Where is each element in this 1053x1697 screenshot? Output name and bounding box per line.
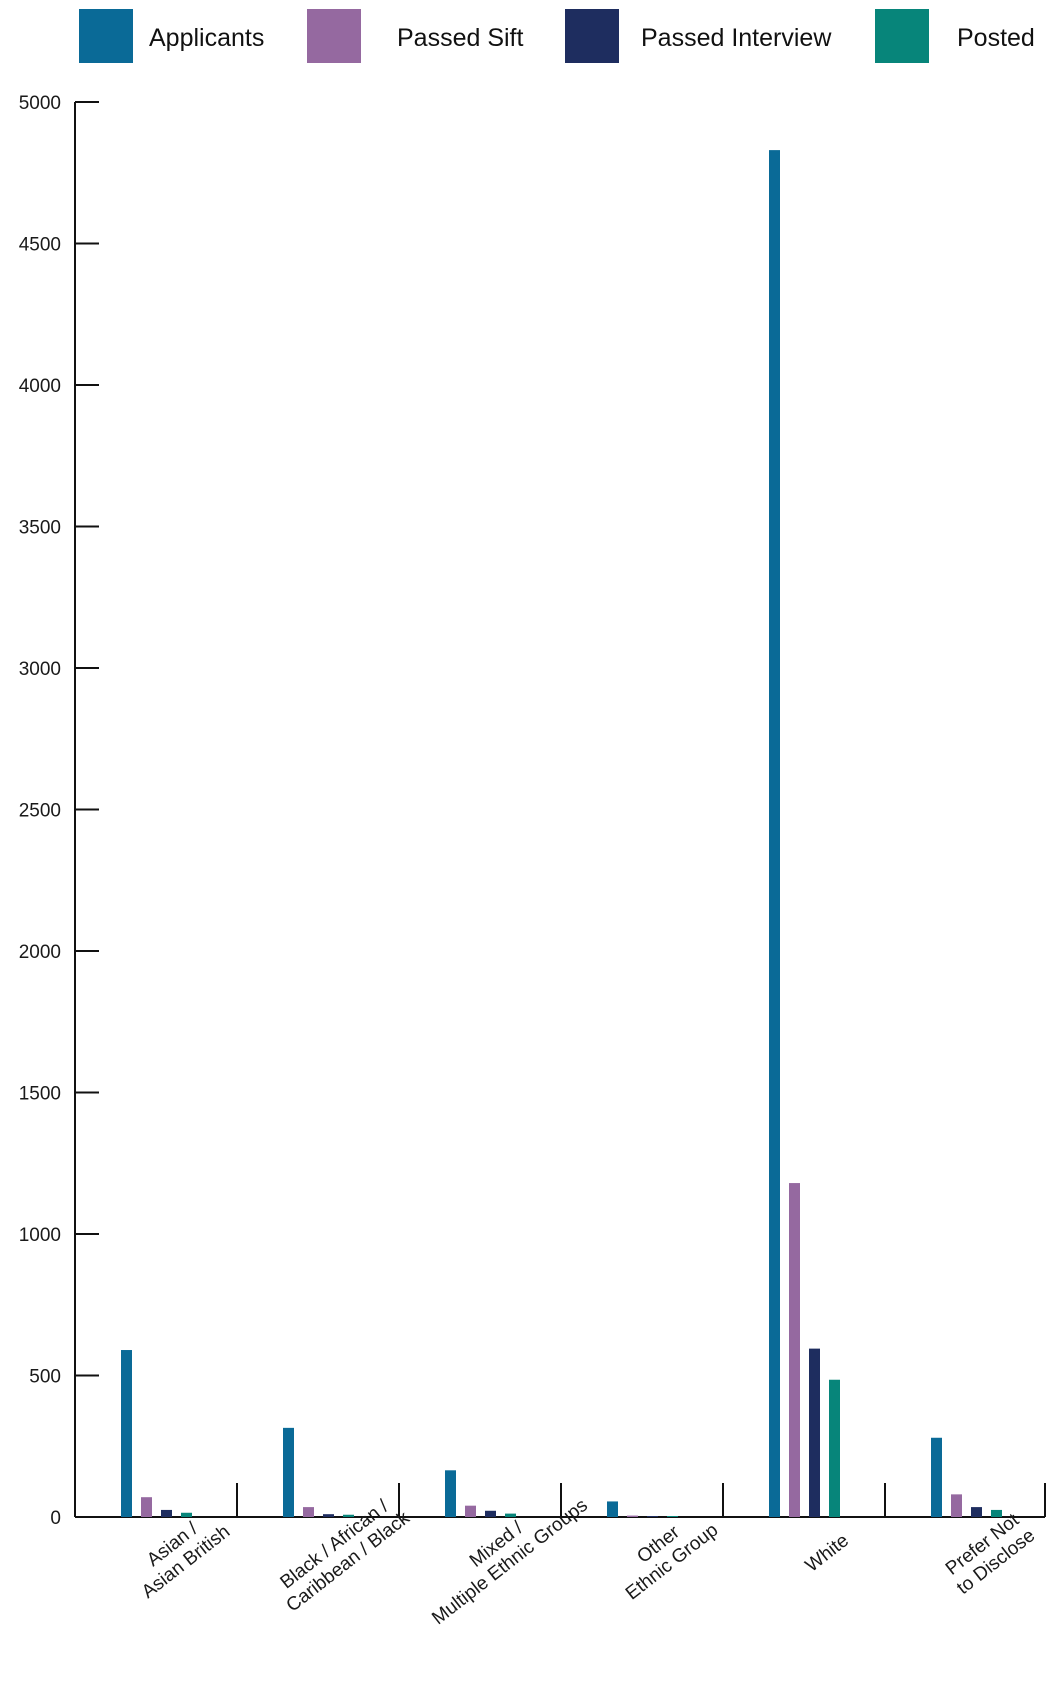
bar-3-series-4 (505, 1513, 516, 1517)
legend-swatch-4 (875, 9, 929, 63)
bar-1-series-1 (121, 1350, 132, 1517)
bar-1-series-4 (181, 1512, 192, 1517)
category-label-1: Asian /Asian British (138, 1518, 234, 1603)
y-tick-label-2500: 2500 (19, 801, 61, 822)
bar-4-series-1 (607, 1501, 618, 1517)
legend-swatch-2 (307, 9, 361, 63)
bar-3-series-1 (445, 1470, 456, 1517)
bar-2-series-1 (283, 1427, 294, 1517)
bar-6-series-3 (971, 1507, 982, 1517)
bars (121, 150, 1002, 1518)
bar-5-series-1 (769, 150, 780, 1518)
bar-5-series-2 (789, 1183, 800, 1517)
bar-3-series-3 (485, 1510, 496, 1517)
y-tick-label-4000: 4000 (19, 376, 61, 397)
legend-label-3: Passed Interview (641, 24, 832, 52)
bar-5-series-3 (809, 1348, 820, 1517)
legend-label-1: Applicants (149, 24, 264, 52)
bar-5-series-4 (829, 1379, 840, 1517)
bar-6-series-4 (991, 1509, 1002, 1517)
bar-4-series-2 (627, 1515, 638, 1517)
bar-2-series-2 (303, 1507, 314, 1517)
axes: 0 500 1000 1500 2000 2500 3000 3500 4000 4500 5000 (19, 93, 1046, 1529)
legend-swatch-1 (79, 9, 133, 63)
y-tick-label-5000: 5000 (19, 93, 61, 114)
bar-4-series-3 (647, 1516, 658, 1517)
y-tick-label-4500: 4500 (19, 235, 61, 256)
y-tick-label-1000: 1000 (19, 1225, 61, 1246)
y-tick-label-3500: 3500 (19, 518, 61, 539)
legend-label-2: Passed Sift (397, 24, 524, 52)
legend-label-4: Posted (957, 24, 1035, 52)
legend-swatch-3 (565, 9, 619, 63)
y-tick-label-500: 500 (29, 1367, 61, 1388)
bar-2-series-3 (323, 1514, 334, 1517)
legend: Applicants Passed Sift Passed Interview Pos… (79, 9, 1035, 63)
y-tick-label-0: 0 (50, 1508, 61, 1529)
category-label-5: White (802, 1530, 853, 1576)
y-tick-label-3000: 3000 (19, 659, 61, 680)
bar-4-series-4 (667, 1516, 678, 1517)
y-tick-label-1500: 1500 (19, 1084, 61, 1105)
bar-6-series-1 (931, 1437, 942, 1517)
bar-1-series-2 (141, 1497, 152, 1517)
y-tick-label-2000: 2000 (19, 942, 61, 963)
category-label-3: Mixed /Multiple Ethnic Groups (428, 1495, 592, 1629)
category-labels: Asian /Asian British Black / African /Car… (138, 1495, 1039, 1629)
bar-3-series-2 (465, 1505, 476, 1517)
bar-2-series-4 (343, 1514, 354, 1517)
bar-1-series-3 (161, 1509, 172, 1517)
bar-6-series-2 (951, 1494, 962, 1517)
category-label-5-line-1: White (802, 1530, 853, 1576)
